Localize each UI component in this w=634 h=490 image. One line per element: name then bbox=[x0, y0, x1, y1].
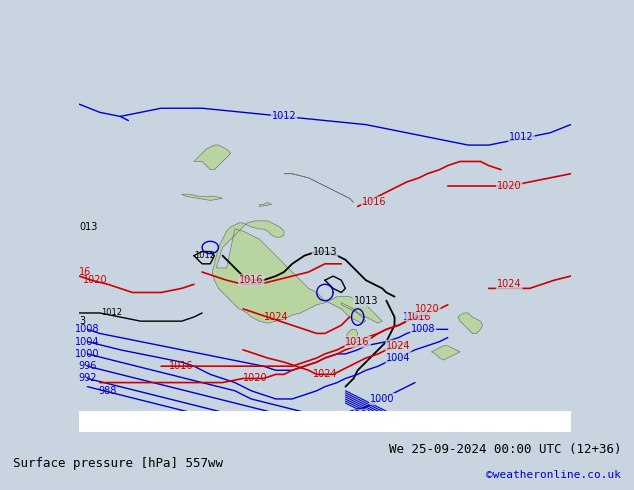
Text: 1012: 1012 bbox=[101, 309, 122, 318]
Text: 16: 16 bbox=[79, 267, 91, 277]
Text: 1016: 1016 bbox=[407, 312, 431, 322]
Text: 1016: 1016 bbox=[362, 197, 386, 207]
Text: 1012: 1012 bbox=[193, 251, 215, 260]
Text: 992: 992 bbox=[78, 373, 97, 384]
Polygon shape bbox=[181, 194, 223, 200]
Text: 996: 996 bbox=[349, 410, 367, 420]
Text: 1024: 1024 bbox=[264, 312, 288, 322]
Text: 988: 988 bbox=[99, 386, 117, 396]
Polygon shape bbox=[194, 145, 231, 170]
Text: 1020: 1020 bbox=[83, 275, 108, 285]
Polygon shape bbox=[458, 313, 482, 333]
Text: 1004: 1004 bbox=[75, 337, 100, 346]
Text: 1013: 1013 bbox=[354, 295, 378, 306]
Text: 1020: 1020 bbox=[497, 181, 522, 191]
Text: We 25-09-2024 00:00 UTC (12+36): We 25-09-2024 00:00 UTC (12+36) bbox=[389, 442, 621, 456]
Text: 3: 3 bbox=[79, 316, 86, 326]
Text: 1008: 1008 bbox=[75, 324, 100, 334]
Text: 1016: 1016 bbox=[239, 275, 264, 285]
Text: 1000: 1000 bbox=[370, 394, 394, 404]
Polygon shape bbox=[284, 174, 354, 202]
Text: 996: 996 bbox=[78, 361, 96, 371]
Text: 1008: 1008 bbox=[403, 312, 427, 322]
Text: 1004: 1004 bbox=[386, 353, 411, 363]
Text: 1024: 1024 bbox=[386, 341, 411, 351]
Polygon shape bbox=[346, 329, 358, 343]
Bar bbox=[79, 411, 571, 432]
Text: 1013: 1013 bbox=[313, 246, 337, 257]
Text: 1012: 1012 bbox=[271, 111, 296, 122]
Polygon shape bbox=[431, 346, 460, 360]
Text: ©weatheronline.co.uk: ©weatheronline.co.uk bbox=[486, 470, 621, 480]
Text: 1024: 1024 bbox=[497, 279, 522, 289]
Text: 1016: 1016 bbox=[346, 337, 370, 346]
Polygon shape bbox=[212, 221, 382, 323]
Polygon shape bbox=[259, 202, 272, 206]
Text: 013: 013 bbox=[79, 222, 98, 232]
Text: 1000: 1000 bbox=[75, 349, 100, 359]
Text: 1016: 1016 bbox=[169, 361, 194, 371]
Text: 1020: 1020 bbox=[415, 304, 439, 314]
Text: 1008: 1008 bbox=[411, 324, 436, 334]
Text: 1012: 1012 bbox=[509, 132, 534, 142]
Text: 1024: 1024 bbox=[313, 369, 337, 379]
Text: Surface pressure [hPa] 557ww: Surface pressure [hPa] 557ww bbox=[13, 457, 223, 470]
Bar bbox=[79, 416, 571, 432]
Text: 1020: 1020 bbox=[243, 373, 268, 384]
